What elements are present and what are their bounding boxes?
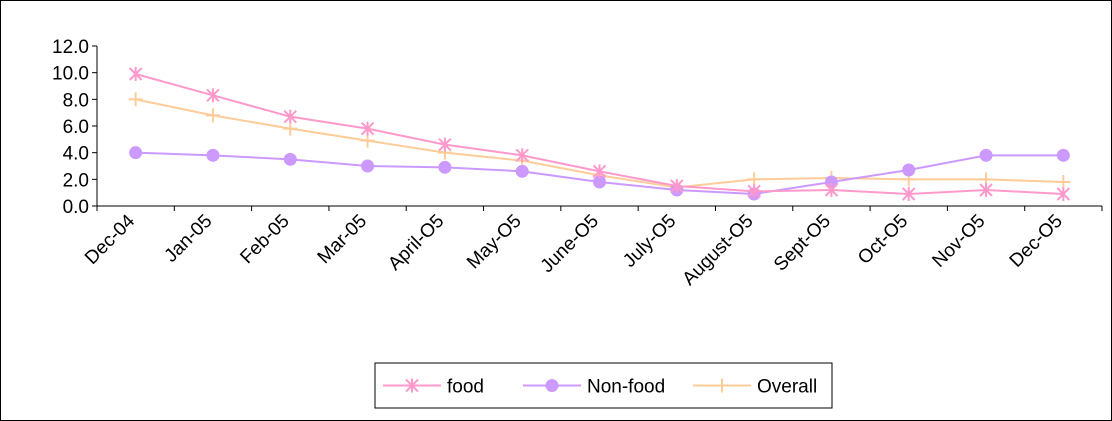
data-point-overall bbox=[747, 172, 762, 187]
data-point-food bbox=[747, 184, 761, 199]
data-point-food bbox=[824, 183, 839, 197]
data-point-food bbox=[979, 183, 993, 197]
data-point-food bbox=[283, 109, 297, 124]
data-point-non-food bbox=[283, 152, 297, 166]
data-point-food bbox=[515, 148, 529, 163]
data-point-non-food bbox=[979, 148, 993, 162]
legend-label: Non-food bbox=[587, 377, 665, 398]
legend-box bbox=[374, 362, 833, 409]
data-point-non-food bbox=[515, 164, 529, 178]
legend-item-overall: Overall bbox=[693, 377, 817, 398]
data-point-non-food bbox=[438, 160, 452, 174]
data-point-food bbox=[670, 179, 684, 193]
y-tick-label: 4.0 bbox=[63, 144, 89, 165]
data-point-overall bbox=[283, 121, 298, 136]
data-point-non-food bbox=[1056, 148, 1070, 162]
legend: food Non-food Overall bbox=[374, 362, 833, 409]
y-tick-label: 6.0 bbox=[63, 117, 89, 138]
data-point-non-food bbox=[129, 146, 143, 160]
legend-marker-non-food bbox=[545, 379, 559, 392]
legend-label: food bbox=[447, 377, 484, 398]
data-point-food bbox=[1056, 187, 1071, 201]
data-point-food bbox=[438, 137, 452, 152]
data-point-overall bbox=[1056, 175, 1071, 189]
data-point-overall bbox=[360, 133, 375, 148]
data-point-food bbox=[902, 187, 916, 201]
y-tick-label: 10.0 bbox=[52, 64, 89, 85]
legend-label: Overall bbox=[757, 377, 817, 398]
y-tick-label: 0.0 bbox=[63, 197, 89, 218]
legend-item-food: food bbox=[383, 377, 484, 398]
data-point-non-food bbox=[902, 163, 916, 177]
data-point-food bbox=[206, 88, 220, 103]
data-point-overall bbox=[128, 92, 143, 107]
data-point-food bbox=[592, 164, 607, 179]
y-tick-label: 12.0 bbox=[52, 37, 89, 58]
legend-marker-food bbox=[405, 378, 419, 393]
data-point-food bbox=[128, 67, 143, 81]
y-tick-label: 2.0 bbox=[63, 170, 89, 191]
data-point-overall bbox=[205, 108, 220, 123]
data-point-food bbox=[360, 121, 375, 136]
y-tick-label: 8.0 bbox=[63, 90, 89, 111]
legend-marker-overall bbox=[715, 378, 729, 393]
legend-item-non-food: Non-food bbox=[523, 377, 665, 398]
data-point-non-food bbox=[361, 159, 375, 173]
data-point-non-food bbox=[206, 148, 220, 162]
